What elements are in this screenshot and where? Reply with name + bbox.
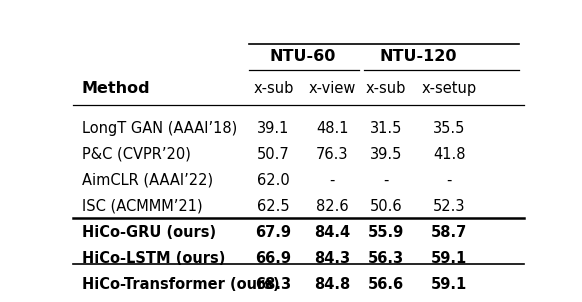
Text: x-sub: x-sub	[366, 81, 406, 96]
Text: LongT GAN (AAAI’18): LongT GAN (AAAI’18)	[81, 120, 237, 136]
Text: 59.1: 59.1	[431, 277, 467, 292]
Text: -: -	[447, 173, 452, 188]
Text: 67.9: 67.9	[255, 225, 292, 240]
Text: x-view: x-view	[308, 81, 356, 96]
Text: P&C (CVPR’20): P&C (CVPR’20)	[81, 147, 191, 162]
Text: HiCo-GRU (ours): HiCo-GRU (ours)	[81, 225, 216, 240]
Text: 50.7: 50.7	[257, 147, 290, 162]
Text: -: -	[384, 173, 389, 188]
Text: 84.4: 84.4	[314, 225, 350, 240]
Text: 52.3: 52.3	[433, 199, 466, 214]
Text: 41.8: 41.8	[433, 147, 466, 162]
Text: 39.1: 39.1	[257, 120, 290, 136]
Text: ISC (ACMMM’21): ISC (ACMMM’21)	[81, 199, 203, 214]
Text: 84.8: 84.8	[314, 277, 350, 292]
Text: Method: Method	[81, 81, 150, 96]
Text: 58.7: 58.7	[431, 225, 467, 240]
Text: 55.9: 55.9	[368, 225, 404, 240]
Text: HiCo-LSTM (ours): HiCo-LSTM (ours)	[81, 251, 225, 266]
Text: 68.3: 68.3	[255, 277, 292, 292]
Text: 50.6: 50.6	[370, 199, 403, 214]
Text: -: -	[329, 173, 335, 188]
Text: 62.5: 62.5	[257, 199, 290, 214]
Text: x-sub: x-sub	[253, 81, 294, 96]
Text: 35.5: 35.5	[433, 120, 466, 136]
Text: NTU-60: NTU-60	[269, 49, 336, 63]
Text: HiCo-Transformer (ours): HiCo-Transformer (ours)	[81, 277, 279, 292]
Text: 56.3: 56.3	[368, 251, 404, 266]
Text: 59.1: 59.1	[431, 251, 467, 266]
Text: 82.6: 82.6	[316, 199, 349, 214]
Text: 76.3: 76.3	[316, 147, 349, 162]
Text: x-setup: x-setup	[422, 81, 477, 96]
Text: 84.3: 84.3	[314, 251, 350, 266]
Text: 39.5: 39.5	[370, 147, 402, 162]
Text: 66.9: 66.9	[255, 251, 292, 266]
Text: 56.6: 56.6	[368, 277, 404, 292]
Text: 48.1: 48.1	[316, 120, 349, 136]
Text: NTU-120: NTU-120	[379, 49, 456, 63]
Text: 31.5: 31.5	[370, 120, 402, 136]
Text: AimCLR (AAAI’22): AimCLR (AAAI’22)	[81, 173, 213, 188]
Text: 62.0: 62.0	[257, 173, 290, 188]
